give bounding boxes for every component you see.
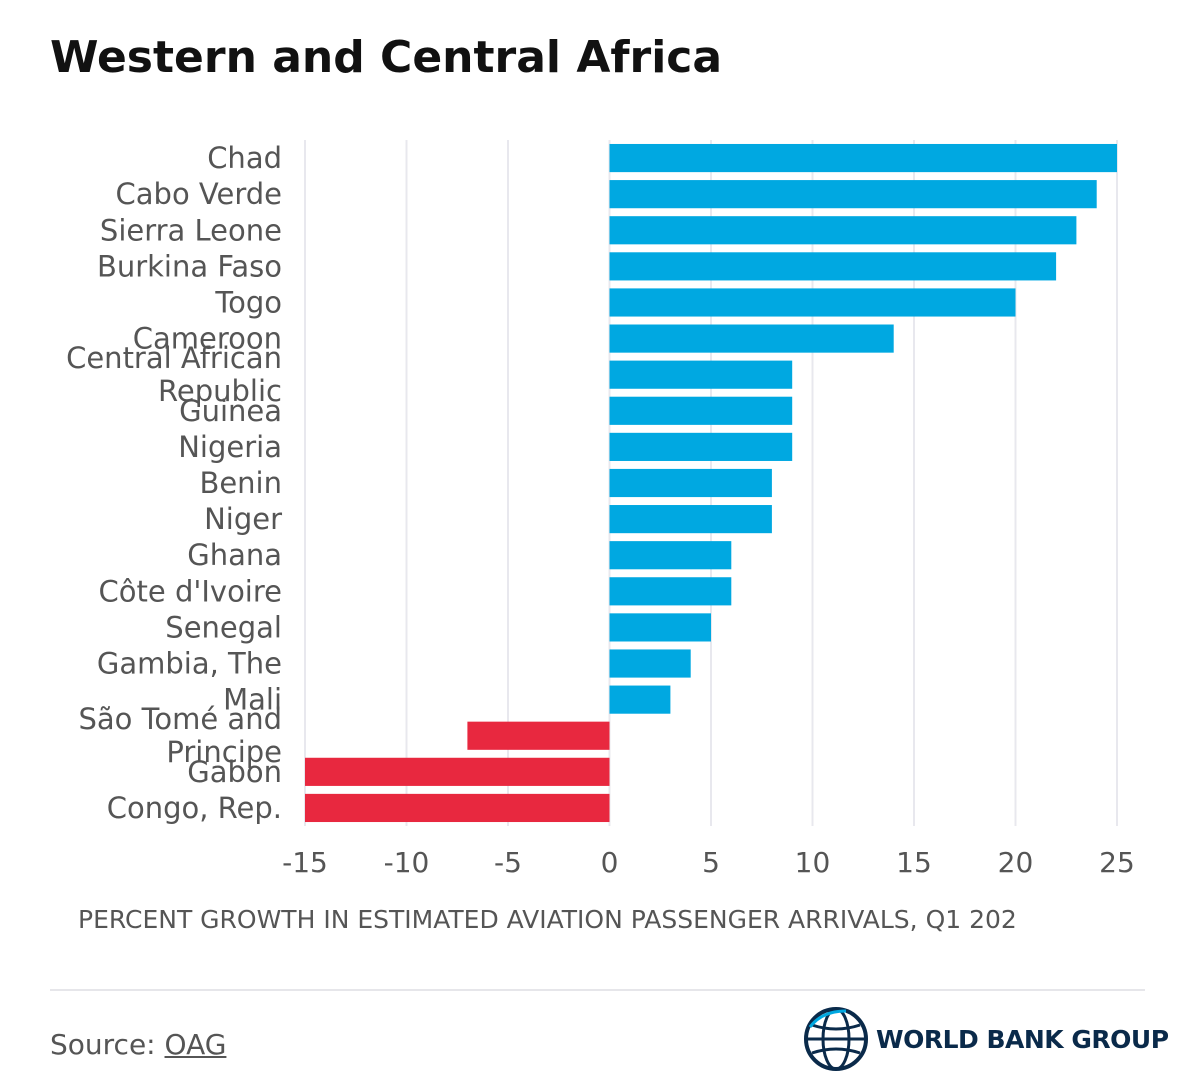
bar [609,468,772,498]
bar [609,143,1117,173]
category-label: Central African [66,341,282,375]
source-prefix: Source: [50,1028,165,1061]
category-label: Gambia, The [97,647,282,681]
category-label: Côte d'Ivoire [99,574,282,608]
bar [609,396,793,425]
category-label: Cameroon [133,322,282,356]
bar [609,180,1097,209]
logo-text: WORLD BANK GROUP [876,1024,1169,1054]
bar [305,793,610,823]
category-label: Cabo Verde [116,177,282,211]
x-tick-label: 10 [795,846,831,879]
x-axis-title: PERCENT GROWTH IN ESTIMATED AVIATION PAS… [78,905,1017,934]
bar [467,721,610,750]
category-label: Nigeria [178,430,282,464]
bar [609,252,1057,281]
tick-labels: -15 -10 -5 0 5 10 15 20 25 [282,846,1135,879]
bar [609,685,671,714]
category-label: Burkina Faso [97,249,282,283]
world-bank-logo[interactable]: WORLD BANK GROUP [802,1005,1169,1073]
bar [609,324,894,353]
x-tick-label: 15 [896,846,932,879]
bar [609,288,1016,317]
category-label: Niger [204,502,282,536]
category-label: Gabon [187,755,282,789]
category-label: Benin [199,466,282,500]
category-label: Chad [207,141,282,175]
bar [609,216,1077,245]
category-label: Republic [158,374,282,408]
x-tick-label: 20 [998,846,1034,879]
category-label: Mali [223,683,282,717]
footer-divider [50,989,1145,991]
category-label: Senegal [165,610,282,644]
chart-title: Western and Central Africa [50,32,723,83]
category-label: Congo, Rep. [107,791,282,825]
x-tick-label: 0 [601,846,619,879]
bar [609,613,711,642]
bar [305,757,610,786]
source-link[interactable]: OAG [164,1028,227,1061]
bar [609,432,793,461]
x-tick-label: -10 [384,846,430,879]
category-label: São Tomé and [78,702,282,736]
x-tick-label: 25 [1099,846,1135,879]
source-note: Source: OAG [50,1028,226,1061]
category-label: Sierra Leone [100,213,282,247]
x-tick-label: -15 [282,846,328,879]
category-label: Togo [214,285,282,319]
bar [609,360,793,389]
category-label: Ghana [187,538,282,572]
bar [609,577,732,606]
bar [609,541,732,570]
bar [609,505,772,534]
category-label: Guinea [179,394,282,428]
x-tick-label: -5 [494,846,522,879]
bars [305,143,1117,823]
bar [609,649,691,678]
x-tick-label: 5 [702,846,720,879]
globe-icon [804,1007,868,1071]
category-label: Principe [166,735,282,769]
